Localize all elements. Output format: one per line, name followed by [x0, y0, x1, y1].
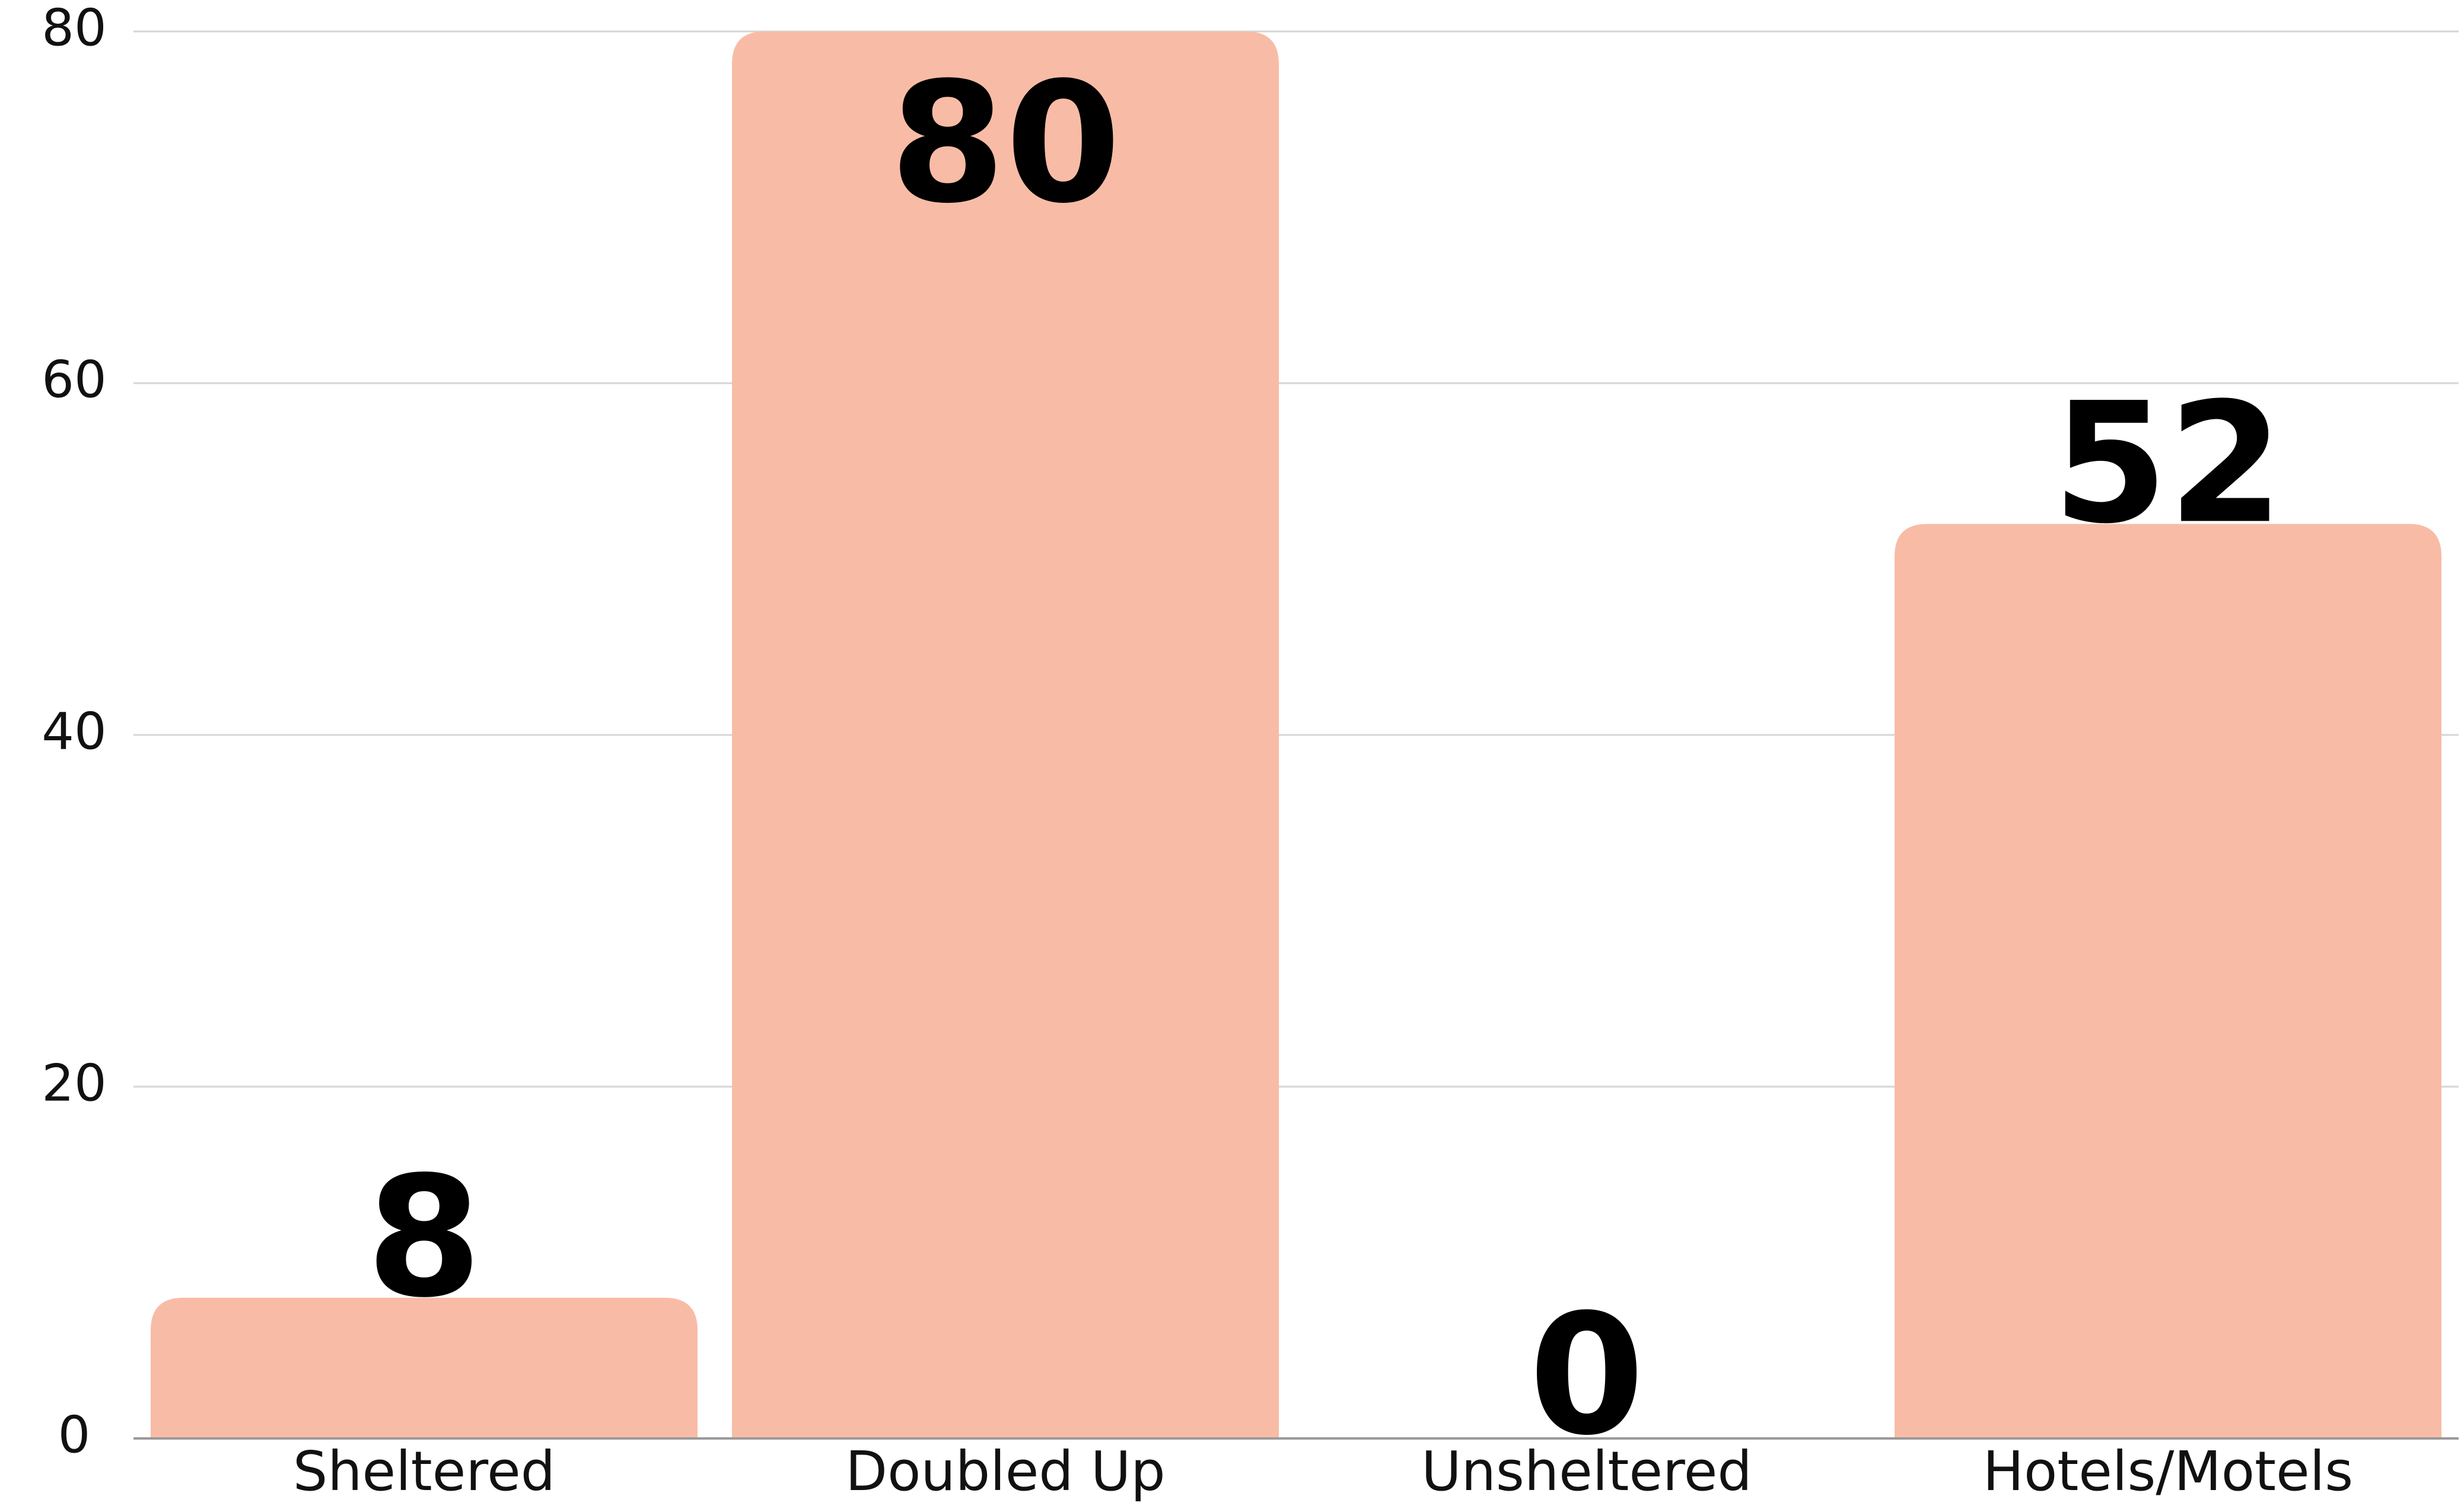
bars — [151, 31, 2441, 1439]
x-tick-label: Sheltered — [293, 1440, 555, 1503]
y-tick-label: 60 — [42, 350, 106, 409]
y-tick-label: 0 — [58, 1405, 91, 1465]
data-label: 8 — [367, 1141, 482, 1335]
x-axis-categories: Sheltered Doubled Up Unsheltered Hotels/Mot… — [293, 1440, 2353, 1503]
bar-1 — [732, 31, 1279, 1438]
value-labels: 8 80 0 52 — [367, 47, 2284, 1472]
x-tick-label: Doubled Up — [845, 1440, 1165, 1503]
data-label: 0 — [1529, 1279, 1645, 1472]
data-label: 52 — [2052, 367, 2284, 561]
bar-0 — [151, 1297, 698, 1438]
y-axis-ticks: 0 20 40 60 80 — [42, 0, 106, 1465]
y-tick-label: 80 — [42, 0, 106, 58]
data-label: 80 — [890, 47, 1121, 240]
bar-3 — [1895, 524, 2441, 1439]
x-tick-label: Hotels/Motels — [1983, 1440, 2353, 1503]
y-tick-label: 40 — [42, 702, 106, 761]
y-tick-label: 20 — [42, 1053, 106, 1113]
x-tick-label: Unsheltered — [1421, 1440, 1752, 1503]
